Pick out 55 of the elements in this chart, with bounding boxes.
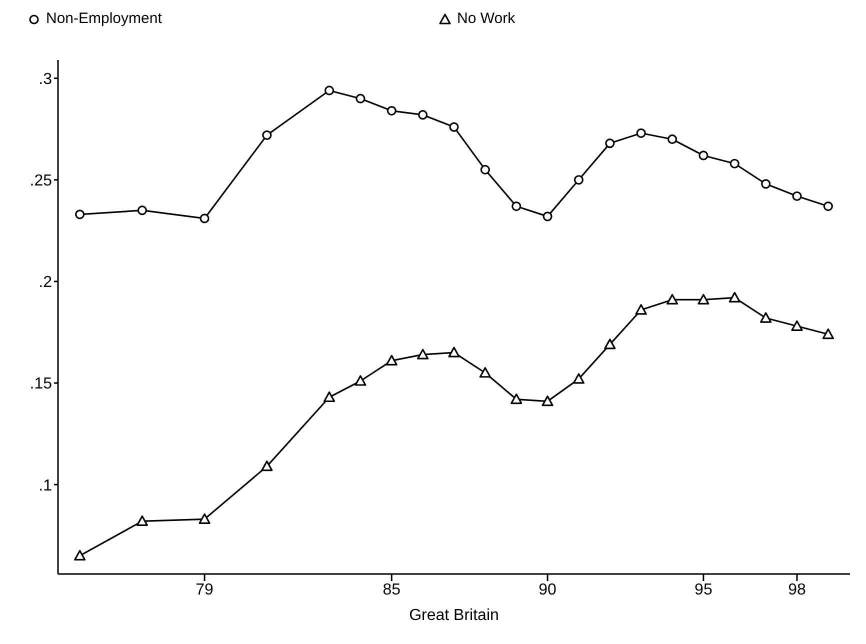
- point: [822, 328, 834, 340]
- point: [200, 214, 210, 224]
- point: [417, 348, 429, 360]
- point: [74, 550, 86, 561]
- x-tick-label: 79: [196, 581, 214, 598]
- point: [418, 110, 428, 120]
- point: [542, 212, 552, 222]
- x-tick-label: 95: [694, 581, 712, 598]
- point: [262, 130, 272, 140]
- point: [386, 354, 398, 366]
- legend-label: Non-Employment: [46, 10, 162, 27]
- point: [666, 294, 678, 305]
- point: [605, 138, 615, 148]
- x-axis-title: Great Britain: [409, 607, 499, 624]
- point: [137, 206, 147, 216]
- point: [761, 179, 771, 189]
- point: [449, 122, 459, 132]
- legend-label: No Work: [457, 10, 516, 27]
- point: [448, 346, 460, 358]
- point: [698, 150, 708, 160]
- y-tick-label: .15: [30, 376, 52, 393]
- x-tick-label: 85: [382, 581, 401, 598]
- y-tick-label: .3: [38, 70, 52, 88]
- point: [356, 94, 366, 104]
- point: [635, 304, 647, 315]
- point: [512, 201, 522, 212]
- point: [480, 164, 490, 175]
- point: [354, 375, 366, 386]
- point: [136, 515, 148, 526]
- point: [75, 210, 85, 220]
- point: [698, 294, 710, 305]
- y-tick-label: .2: [38, 274, 52, 292]
- point: [510, 393, 522, 404]
- point: [574, 175, 584, 185]
- point: [261, 460, 273, 472]
- point: [636, 128, 646, 138]
- point: [728, 292, 740, 302]
- x-tick-label: 98: [788, 581, 806, 598]
- point: [791, 320, 803, 331]
- point: [604, 338, 616, 350]
- point: [479, 367, 491, 378]
- y-tick-label: .1: [38, 477, 52, 494]
- x-tick-label: 90: [538, 581, 557, 598]
- point: [730, 158, 740, 168]
- point: [792, 191, 802, 201]
- point: [324, 86, 334, 96]
- point: [667, 134, 678, 144]
- point: [572, 373, 585, 384]
- point: [823, 201, 833, 212]
- point: [760, 312, 772, 323]
- point: [198, 513, 210, 524]
- point: [386, 106, 396, 116]
- point: [542, 396, 554, 406]
- y-tick-label: .25: [30, 172, 52, 190]
- point: [323, 391, 336, 402]
